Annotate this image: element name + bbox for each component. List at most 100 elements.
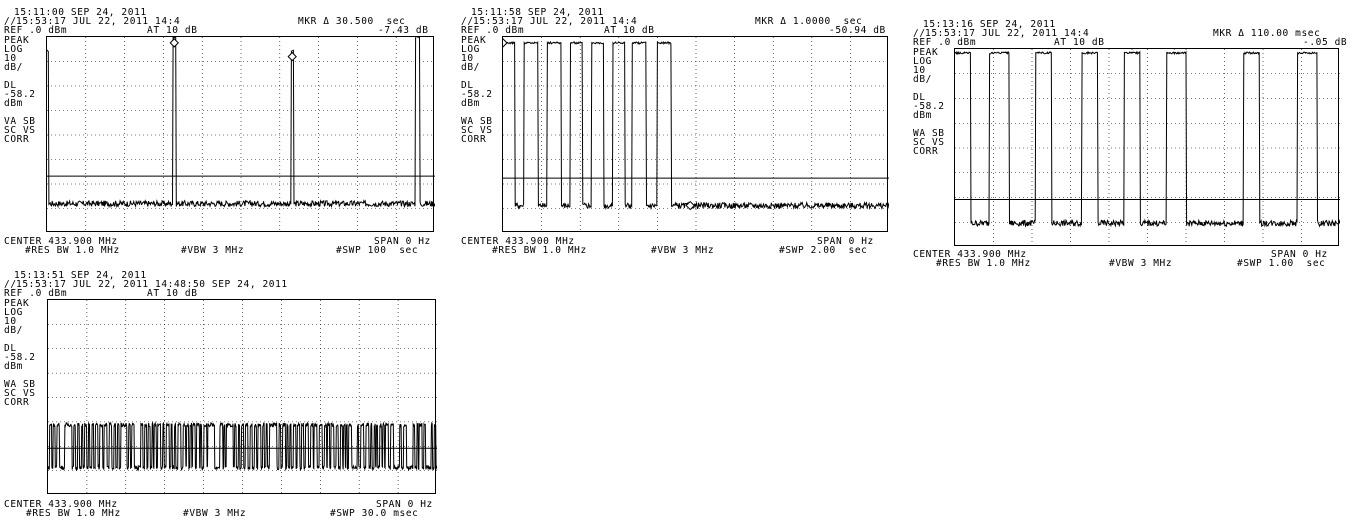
center-frequency: CENTER 433.900 MHz xyxy=(4,499,118,510)
video-bandwidth: #VBW 3 MHz xyxy=(183,508,247,519)
scale-label: 10 xyxy=(4,53,17,64)
scale-label: dBm xyxy=(913,110,932,121)
left-scale-labels: PEAK LOG 10 dB/DL -58.2 dBm WA SB SC VS CORR xyxy=(913,47,945,157)
trace-plot xyxy=(954,48,1340,247)
scale-label: CORR xyxy=(4,134,30,145)
reference-timestamp: 15:53:17 JUL 22, 2011 14:4 xyxy=(16,16,187,27)
scale-label: dBm xyxy=(4,361,23,372)
scale-label: -58.2 xyxy=(4,89,36,100)
left-scale-labels: PEAK LOG 10 dB/DL -58.2 dBm WA SB SC VS CORR xyxy=(4,298,36,408)
marker-delta-value: -50.94 dB xyxy=(829,25,886,36)
signal-trace xyxy=(48,421,437,472)
center-frequency: CENTER 433.900 MHz xyxy=(913,249,1027,260)
scale-label: dBm xyxy=(4,98,23,109)
pen-icon: ∕∕ xyxy=(4,279,17,290)
scale-label: VA SB xyxy=(4,116,36,127)
scale-label: PEAK xyxy=(4,298,30,309)
span: SPAN 0 Hz xyxy=(1271,249,1328,260)
scale-label: DL xyxy=(461,80,474,91)
scale-label: PEAK xyxy=(913,47,939,58)
scale-label: CORR xyxy=(913,146,939,157)
span: SPAN 0 Hz xyxy=(817,236,874,247)
resolution-bandwidth: #RES BW 1.0 MHz xyxy=(492,245,587,256)
scale-label: dB/ xyxy=(4,325,23,336)
attenuation: AT 10 dB xyxy=(147,288,198,299)
timestamp: 15:11:58 SEP 24, 2011 xyxy=(471,7,604,18)
marker-diamond xyxy=(503,38,508,48)
scale-label: PEAK xyxy=(461,35,487,46)
center-frequency: CENTER 433.900 MHz xyxy=(461,236,575,247)
scale-label: WA SB xyxy=(913,128,945,139)
scale-label: LOG xyxy=(913,56,932,67)
scale-label: -58.2 xyxy=(461,89,493,100)
scale-label: 10 xyxy=(913,65,926,76)
reference-level: REF .0 dBm xyxy=(461,25,525,36)
reference-timestamp: 15:53:17 JUL 22, 2011 14:48:50 SEP 24, 2… xyxy=(16,279,288,290)
resolution-bandwidth: #RES BW 1.0 MHz xyxy=(26,508,121,519)
scale-label: 10 xyxy=(461,53,474,64)
trace-plot xyxy=(46,36,435,233)
scale-label: CORR xyxy=(4,397,30,408)
left-scale-labels: PEAK LOG 10 dB/DL -58.2 dBm VA SB SC VS CORR xyxy=(4,35,36,145)
scale-label: LOG xyxy=(4,307,23,318)
marker-delta-value: -7.43 dB xyxy=(378,25,429,36)
video-bandwidth: #VBW 3 MHz xyxy=(1109,258,1173,269)
resolution-bandwidth: #RES BW 1.0 MHz xyxy=(25,245,120,256)
marker-diamond xyxy=(169,38,179,48)
timestamp: 15:13:51 SEP 24, 2011 xyxy=(14,270,147,281)
marker-delta-label: MKR Δ 1.0000 sec xyxy=(755,16,863,27)
scale-label: LOG xyxy=(4,44,23,55)
scale-label: dB/ xyxy=(4,62,23,73)
marker-delta-label: MKR Δ 30.500 sec xyxy=(298,16,406,27)
sweep-time: #SWP 100 sec xyxy=(336,245,419,256)
marker-diamond xyxy=(287,51,297,62)
left-scale-labels: PEAK LOG 10 dB/DL -58.2 dBm WA SB SC VS CORR xyxy=(461,35,493,145)
scale-label: SC VS xyxy=(913,137,945,148)
pen-icon: ∕∕ xyxy=(913,28,926,39)
signal-trace xyxy=(47,37,435,209)
video-bandwidth: #VBW 3 MHz xyxy=(181,245,245,256)
video-bandwidth: #VBW 3 MHz xyxy=(651,245,715,256)
attenuation: AT 10 dB xyxy=(147,25,198,36)
scale-label: -58.2 xyxy=(4,352,36,363)
signal-trace xyxy=(503,40,889,211)
reference-level: REF .0 dBm xyxy=(4,288,68,299)
timestamp: 15:11:00 SEP 24, 2011 xyxy=(14,7,147,18)
scale-label: -58.2 xyxy=(913,101,945,112)
timestamp: 15:13:16 SEP 24, 2011 xyxy=(923,19,1056,30)
span: SPAN 0 Hz xyxy=(376,499,433,510)
attenuation: AT 10 dB xyxy=(604,25,655,36)
scale-label: dBm xyxy=(461,98,480,109)
scale-label: CORR xyxy=(461,134,487,145)
scale-label: WA SB xyxy=(461,116,493,127)
sweep-time: #SWP 1.00 sec xyxy=(1237,258,1326,269)
resolution-bandwidth: #RES BW 1.0 MHz xyxy=(936,258,1031,269)
reference-timestamp: 15:53:17 JUL 22, 2011 14:4 xyxy=(473,16,644,27)
trace-plot xyxy=(47,299,437,495)
scale-label: 10 xyxy=(4,316,17,327)
marker-delta-label: MKR Δ 110.00 msec xyxy=(1213,28,1321,39)
sweep-time: #SWP 30.0 msec xyxy=(330,508,419,519)
scale-label: dB/ xyxy=(913,74,932,85)
scale-label: dB/ xyxy=(461,62,480,73)
scale-label: LOG xyxy=(461,44,480,55)
scale-label: PEAK xyxy=(4,35,30,46)
marker-diamond xyxy=(685,200,695,211)
scale-label: SC VS xyxy=(461,125,493,136)
reference-timestamp: 15:53:17 JUL 22, 2011 14:4 xyxy=(925,28,1096,39)
reference-level: REF .0 dBm xyxy=(913,37,977,48)
scale-label: SC VS xyxy=(4,125,36,136)
signal-trace xyxy=(955,50,1340,228)
sweep-time: #SWP 2.00 sec xyxy=(779,245,868,256)
scale-label: WA SB xyxy=(4,379,36,390)
pen-icon: ∕∕ xyxy=(4,16,17,27)
trace-plot xyxy=(502,36,889,233)
scale-label: DL xyxy=(4,343,17,354)
center-frequency: CENTER 433.900 MHz xyxy=(4,236,118,247)
scale-label: SC VS xyxy=(4,388,36,399)
scale-label: DL xyxy=(913,92,926,103)
pen-icon: ∕∕ xyxy=(461,16,474,27)
span: SPAN 0 Hz xyxy=(374,236,431,247)
marker-delta-value: -.05 dB xyxy=(1303,37,1348,48)
attenuation: AT 10 dB xyxy=(1054,37,1105,48)
